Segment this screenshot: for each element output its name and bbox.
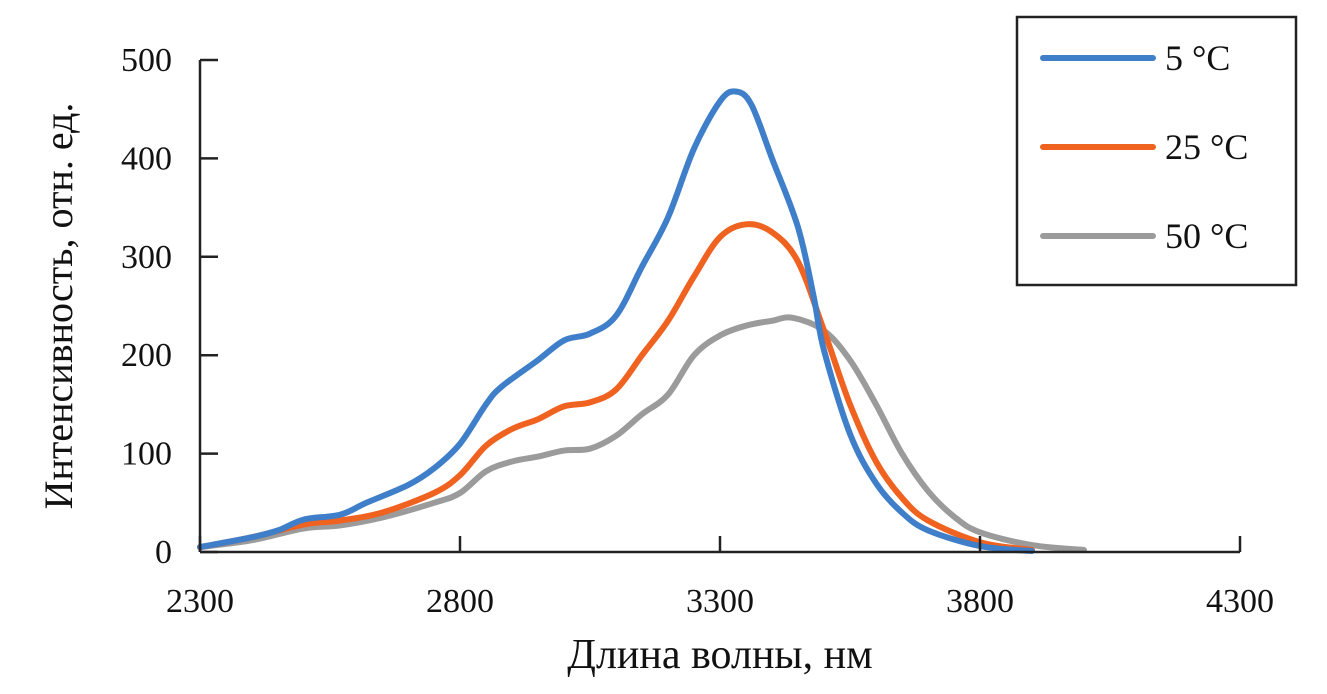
y-axis-label: Интенсивность, отн. ед.: [36, 103, 81, 510]
legend-label-2: 50 °C: [1165, 216, 1248, 256]
y-tick-label: 500: [121, 42, 172, 79]
x-tick-label: 2300: [166, 583, 234, 620]
legend-label-1: 25 °C: [1165, 127, 1248, 167]
x-tick-label: 4300: [1206, 583, 1274, 620]
x-tick-label: 2800: [426, 583, 494, 620]
y-tick-label: 0: [155, 534, 172, 571]
y-tick-label: 300: [121, 239, 172, 276]
y-tick-label: 100: [121, 436, 172, 473]
y-tick-label: 200: [121, 337, 172, 374]
legend: 5 °C 25 °C 50 °C: [1015, 15, 1298, 287]
series-line-2: [197, 314, 1087, 553]
series-line-0: [197, 88, 1035, 554]
x-axis-label: Длина волны, нм: [567, 632, 872, 678]
y-tick-label: 400: [121, 140, 172, 177]
series-line-1: [197, 221, 1035, 553]
legend-box: [1015, 15, 1298, 287]
y-ticks: 0 100 200 300 400 500: [121, 42, 218, 571]
legend-label-0: 5 °C: [1165, 38, 1230, 78]
x-tick-label: 3800: [946, 583, 1014, 620]
x-tick-label: 3300: [686, 583, 754, 620]
plot-area: [197, 88, 1087, 554]
x-ticks: 2300 2800 3300 3800 4300: [166, 536, 1274, 620]
